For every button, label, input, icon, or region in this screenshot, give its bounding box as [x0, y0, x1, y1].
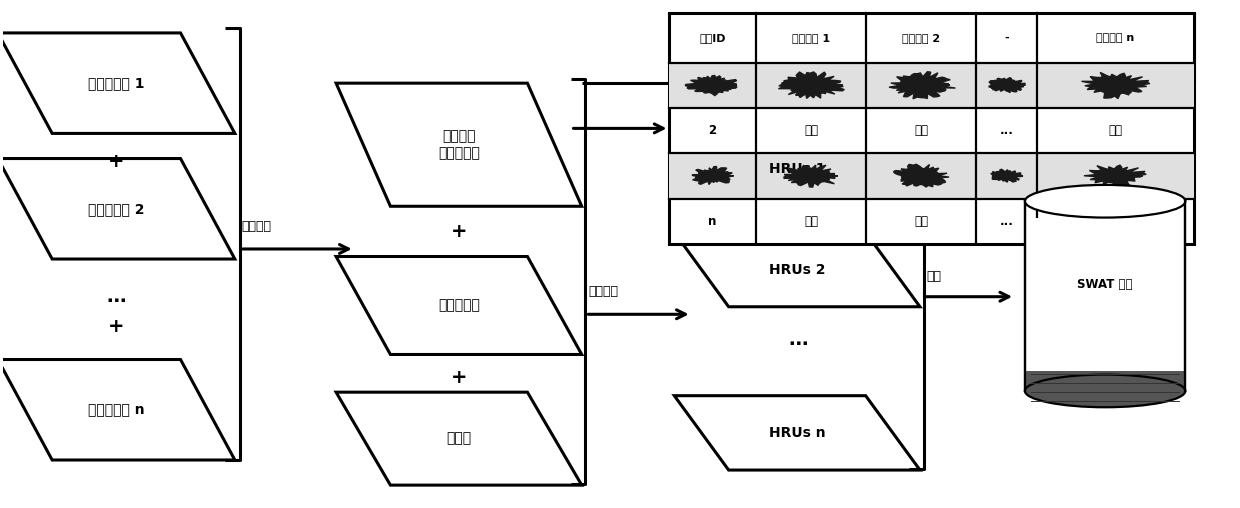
Text: 土地利用 1: 土地利用 1: [792, 33, 830, 43]
Polygon shape: [675, 232, 920, 307]
Text: +: +: [451, 222, 467, 241]
Polygon shape: [336, 257, 582, 355]
Text: n: n: [708, 215, 717, 228]
Polygon shape: [784, 165, 838, 187]
Text: 土地利用 n: 土地利用 n: [1096, 33, 1135, 43]
Text: 农田: 农田: [914, 123, 929, 137]
Polygon shape: [336, 83, 582, 206]
Polygon shape: [991, 169, 1023, 182]
Bar: [976, 62, 1037, 108]
Polygon shape: [0, 158, 234, 259]
Text: 土壤类型图: 土壤类型图: [438, 299, 480, 312]
Text: +: +: [451, 368, 467, 387]
Text: 土地利用 2: 土地利用 2: [903, 33, 940, 43]
Polygon shape: [0, 360, 234, 460]
Text: 草地: 草地: [1109, 215, 1122, 228]
Text: 坡度图: 坡度图: [446, 432, 471, 446]
Text: -: -: [1004, 33, 1009, 43]
Text: 叠加后的
土地利用图: 叠加后的 土地利用图: [438, 130, 480, 160]
Bar: [670, 153, 756, 199]
Bar: [866, 153, 976, 199]
Polygon shape: [990, 78, 1025, 92]
Text: 空间叠加: 空间叠加: [241, 220, 272, 233]
Bar: [756, 62, 866, 108]
Text: ...: ...: [999, 123, 1013, 137]
Text: 土地利用图 2: 土地利用图 2: [88, 202, 145, 216]
Polygon shape: [686, 76, 737, 96]
Polygon shape: [336, 392, 582, 485]
Text: ⋯: ⋯: [107, 292, 126, 311]
Polygon shape: [889, 72, 956, 99]
Text: 2: 2: [708, 123, 717, 137]
Text: 土地利用图 1: 土地利用图 1: [88, 76, 145, 90]
Bar: [670, 13, 1194, 244]
Bar: [1037, 62, 1194, 108]
Bar: [976, 153, 1037, 199]
Text: 土地利用图 n: 土地利用图 n: [88, 403, 145, 417]
Text: 森林: 森林: [914, 215, 929, 228]
Text: HRUs 2: HRUs 2: [769, 263, 826, 276]
Ellipse shape: [1025, 185, 1185, 217]
Bar: [670, 62, 756, 108]
Text: ...: ...: [999, 215, 1013, 228]
Text: 空间叠加: 空间叠加: [588, 285, 618, 298]
Ellipse shape: [1025, 374, 1185, 407]
Polygon shape: [1084, 165, 1146, 188]
Polygon shape: [0, 33, 234, 134]
Text: HRUs n: HRUs n: [769, 426, 826, 440]
Polygon shape: [779, 72, 844, 99]
Polygon shape: [675, 132, 920, 206]
Text: 草地: 草地: [804, 215, 818, 228]
Polygon shape: [894, 164, 949, 187]
Polygon shape: [692, 167, 734, 184]
Text: ⋯: ⋯: [787, 335, 807, 354]
Bar: [756, 153, 866, 199]
Bar: [1037, 153, 1194, 199]
Text: +: +: [108, 151, 124, 171]
Bar: [1025, 371, 1185, 391]
Polygon shape: [1081, 73, 1149, 99]
Text: +: +: [108, 318, 124, 336]
Text: 森林: 森林: [804, 123, 818, 137]
Text: 农田: 农田: [1109, 123, 1122, 137]
Polygon shape: [675, 396, 920, 470]
Text: SWAT 模型: SWAT 模型: [1078, 278, 1133, 291]
Text: 输入: 输入: [926, 270, 941, 283]
Text: 斜块ID: 斜块ID: [699, 33, 725, 43]
Bar: [1025, 217, 1185, 391]
Text: HRUs 1: HRUs 1: [769, 162, 826, 176]
Bar: [866, 62, 976, 108]
